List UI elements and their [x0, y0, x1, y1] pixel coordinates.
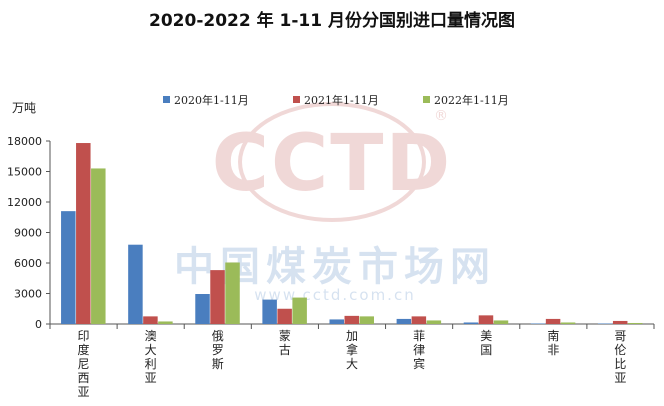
bar-3-3 — [225, 262, 240, 324]
bar-1-4 — [262, 299, 277, 324]
bar-2-4 — [277, 308, 292, 324]
bar-1-3 — [195, 294, 210, 324]
x-axis: 印度尼西亚 澳大利亚 俄罗斯 蒙古 加拿大 菲律宾 美国 南非 哥伦比亚 — [49, 323, 655, 399]
category-label: 俄罗斯 — [212, 329, 224, 371]
legend-swatch — [423, 96, 430, 103]
bar-1-9 — [597, 323, 613, 324]
bar-3-4 — [292, 297, 307, 324]
bar-2-7 — [478, 315, 494, 324]
bar-2-3 — [210, 270, 225, 324]
bar-2-9 — [612, 320, 628, 324]
bar-3-9 — [627, 322, 643, 324]
legend-swatch — [163, 96, 170, 103]
y-tick-label: 15000 — [7, 166, 42, 179]
watermark-registered: ® — [434, 108, 448, 124]
bar-1-5 — [329, 319, 344, 324]
bar-3-2 — [158, 321, 173, 324]
chart-title: 2020-2022 年 1-11 月份分国别进口量情况图 — [149, 11, 515, 31]
category-label: 哥伦比亚 — [614, 329, 626, 385]
legend-label: 2020年1-11月 — [174, 93, 249, 107]
bar-1-8 — [530, 323, 546, 324]
category-label: 澳大利亚 — [145, 329, 157, 385]
y-tick-label: 0 — [35, 318, 42, 331]
y-tick-label: 3000 — [14, 288, 42, 301]
bars — [61, 143, 643, 324]
bar-3-6 — [426, 320, 442, 324]
bar-1-1 — [61, 211, 76, 324]
legend-label: 2021年1-11月 — [304, 93, 379, 107]
legend-label: 2022年1-11月 — [434, 93, 509, 107]
bar-1-6 — [396, 318, 412, 324]
category-label: 南非 — [547, 328, 559, 357]
y-tick-label: 9000 — [14, 227, 42, 240]
bar-3-1 — [91, 168, 106, 324]
bar-3-5 — [359, 316, 374, 324]
y-axis-unit-label: 万吨 — [12, 101, 36, 115]
bar-3-8 — [560, 322, 576, 324]
watermark-logo-text: CCTD — [212, 119, 452, 209]
bar-2-2 — [143, 316, 158, 324]
legend: 2020年1-11月 2021年1-11月 2022年1-11月 — [163, 93, 509, 107]
y-tick-label: 18000 — [7, 135, 42, 148]
legend-swatch — [293, 96, 300, 103]
category-label: 菲律宾 — [413, 329, 425, 371]
category-label: 蒙古 — [279, 329, 291, 357]
y-tick-label: 6000 — [14, 257, 42, 270]
bar-1-2 — [128, 244, 143, 324]
bar-2-1 — [76, 143, 91, 324]
category-label: 加拿大 — [346, 329, 358, 371]
watermark-logo-ring — [238, 102, 426, 222]
y-axis: 0 3000 6000 9000 12000 15000 18000 — [7, 135, 51, 331]
category-label: 美国 — [480, 329, 492, 357]
bar-2-6 — [411, 316, 427, 324]
bar-3-7 — [493, 320, 509, 324]
bar-1-7 — [463, 322, 479, 324]
bar-2-5 — [344, 315, 359, 324]
bar-2-8 — [545, 318, 561, 324]
category-label: 印度尼西亚 — [78, 329, 90, 399]
y-tick-label: 12000 — [7, 196, 42, 209]
watermark-url: www.cctd.com.cn — [254, 286, 415, 304]
